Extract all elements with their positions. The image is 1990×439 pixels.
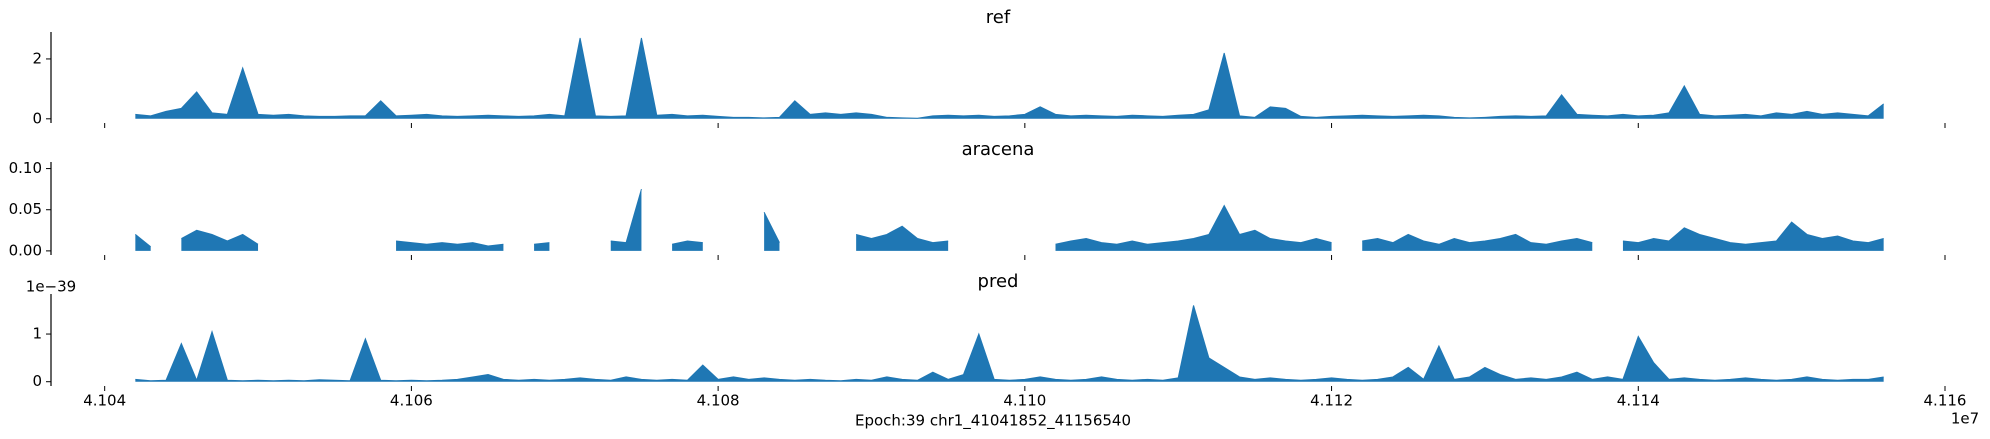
area-line: [135, 189, 1884, 248]
panel-title: aracena: [962, 139, 1035, 160]
y-tick-label: 1: [32, 325, 42, 343]
area-fill: [135, 37, 1884, 119]
y-tick-label: 0.05: [9, 200, 42, 218]
x-tick-label: 4.108: [697, 392, 740, 410]
x-tick-label: 4.106: [390, 392, 433, 410]
x-tick-label: 4.104: [83, 392, 126, 410]
panel-title: ref: [986, 7, 1011, 28]
y-tick-label: 0: [32, 109, 42, 127]
panel-title: pred: [978, 271, 1019, 292]
area-line: [135, 37, 1884, 119]
x-tick-label: 4.114: [1617, 392, 1660, 410]
area-line: [135, 305, 1884, 382]
y-tick-label: 0.00: [9, 241, 42, 259]
x-offset-label: 1e7: [1951, 410, 1979, 428]
y-offset-label: 1e−39: [26, 278, 76, 296]
y-tick-label: 0: [32, 372, 42, 390]
x-tick-label: 4.112: [1310, 392, 1353, 410]
y-tick-label: 2: [32, 49, 42, 67]
area-fill: [135, 168, 1884, 251]
area-fill: [135, 305, 1884, 382]
x-tick-label: 4.116: [1924, 392, 1967, 410]
x-axis-label: Epoch:39 chr1_41041852_41156540: [855, 412, 1131, 431]
x-tick-label: 4.110: [1003, 392, 1046, 410]
y-tick-label: 0.10: [9, 159, 42, 177]
